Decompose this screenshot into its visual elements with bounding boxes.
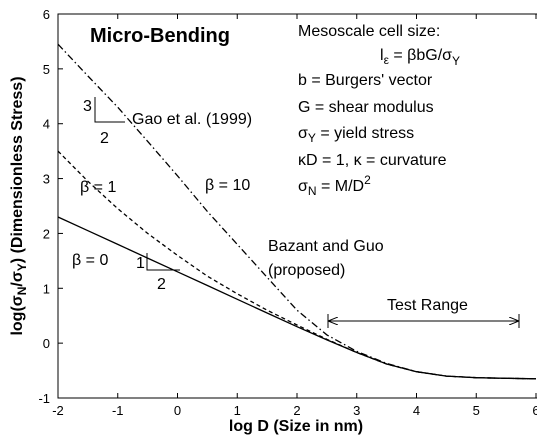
x-axis-label: log D (Size in nm) <box>229 418 363 435</box>
y-axis-label-part: /σ <box>9 271 26 286</box>
y-axis-label-part: ) (Dimensionless Stress) <box>9 76 26 263</box>
slope-label: 2 <box>157 276 166 293</box>
chart-title: Micro-Bending <box>90 25 230 47</box>
y-tick-label: 1 <box>43 281 50 296</box>
y-tick-label: 3 <box>43 172 50 187</box>
y-tick-label: -1 <box>38 391 50 406</box>
series-line <box>58 216 537 380</box>
annotation: Mesoscale cell size: <box>298 23 440 40</box>
series-line <box>58 150 537 380</box>
series-group <box>58 43 537 380</box>
series-line <box>58 43 537 380</box>
annotation-part: Y <box>452 54 460 68</box>
x-tick-label: 5 <box>473 403 480 418</box>
annotation: σY = yield stress <box>298 125 414 145</box>
x-tick-label: 1 <box>234 403 241 418</box>
annotation-part: = M/D <box>317 178 365 195</box>
annotation-part: ε <box>384 53 390 67</box>
slope-label: 1 <box>136 255 145 272</box>
plot-frame <box>57 13 537 399</box>
annotation: σN = M/D2 <box>298 173 371 198</box>
annotation-part: = βbG/σ <box>389 47 452 64</box>
series-label: β = 10 <box>205 177 250 194</box>
slope-label: 3 <box>83 98 92 115</box>
annotation: Gao et al. (1999) <box>132 111 252 128</box>
slope-triangle <box>94 97 125 123</box>
series-label: β = 1 <box>80 179 116 196</box>
annotation: G = shear modulus <box>298 99 434 116</box>
annotation-part: = yield stress <box>316 125 414 142</box>
y-axis-label-part: log(σ <box>9 295 26 335</box>
annotation: Bazant and Guo <box>268 238 384 255</box>
y-tick-label: 6 <box>43 7 50 22</box>
y-axis-label-part: N <box>15 287 29 296</box>
annotation-part: 2 <box>364 173 371 187</box>
annotation-part: Y <box>308 131 316 145</box>
y-tick-label: 0 <box>43 336 50 351</box>
annotation-part: N <box>308 184 317 198</box>
y-axis-label: log(σN/σY) (Dimensionless Stress) <box>9 76 29 335</box>
x-tick-label: 2 <box>293 403 300 418</box>
slope-triangle <box>146 253 180 271</box>
y-tick-label: 4 <box>43 117 50 132</box>
annotation: κD = 1, κ = curvature <box>298 152 447 169</box>
slope-label: 2 <box>100 130 109 147</box>
x-tick-label: -1 <box>112 403 124 418</box>
y-tick-label: 5 <box>43 62 50 77</box>
x-tick-label: -2 <box>52 403 64 418</box>
annotation-part: σ <box>298 178 308 195</box>
x-tick-label: 0 <box>174 403 181 418</box>
y-tick-label: 2 <box>43 226 50 241</box>
annotation-part: σ <box>298 125 308 142</box>
x-tick-label: 4 <box>413 403 420 418</box>
annotation: (proposed) <box>268 262 345 279</box>
x-tick-label: 3 <box>353 403 360 418</box>
y-axis-label-part: Y <box>15 263 29 271</box>
series-label: β = 0 <box>72 252 108 269</box>
annotation: Test Range <box>387 297 468 314</box>
annotation-part: l <box>380 47 384 64</box>
annotation: b = Burgers' vector <box>298 72 433 89</box>
x-tick-label: 6 <box>532 403 537 418</box>
annotation: lε = βbG/σY <box>380 47 460 68</box>
